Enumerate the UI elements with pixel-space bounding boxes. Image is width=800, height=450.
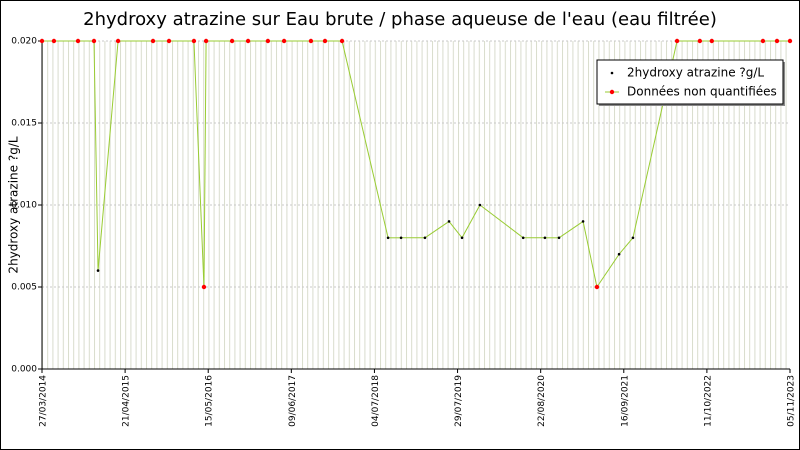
line-segment	[424, 220, 450, 239]
x-tick-label: 16/09/2021	[620, 375, 630, 427]
x-tick-label: 21/04/2015	[122, 375, 132, 427]
legend-marker	[609, 89, 615, 95]
point	[322, 38, 328, 44]
point	[631, 236, 635, 240]
x-tick-label: 22/08/2020	[537, 375, 547, 427]
y-tick-label: 0.005	[11, 283, 37, 293]
point	[399, 236, 403, 240]
point	[423, 236, 427, 240]
point	[594, 284, 600, 290]
line-segment	[341, 40, 389, 238]
line-segment	[193, 40, 205, 288]
line-segment	[448, 221, 463, 239]
x-tick-label: 04/07/2018	[371, 375, 381, 427]
line-segment	[479, 204, 524, 239]
line-segment	[582, 221, 598, 288]
point	[543, 236, 547, 240]
point	[115, 38, 121, 44]
point	[617, 252, 621, 256]
x-tick-label: 29/07/2019	[454, 375, 464, 427]
line-segment	[93, 40, 99, 271]
y-tick-label: 0.000	[11, 365, 37, 375]
point	[281, 38, 287, 44]
point	[709, 38, 714, 44]
y-tick-label: 0.010	[11, 201, 37, 211]
point	[460, 236, 464, 240]
line-segment	[203, 40, 207, 288]
point	[229, 38, 235, 44]
point	[201, 284, 207, 290]
point	[166, 38, 172, 44]
point	[557, 236, 561, 240]
point	[51, 38, 57, 44]
point	[339, 38, 345, 44]
point	[697, 38, 703, 44]
point	[447, 220, 451, 223]
point	[150, 38, 156, 44]
y-tick-label: 0.020	[11, 37, 37, 47]
point	[674, 38, 680, 44]
line-segment	[618, 237, 634, 255]
x-tick-label: 05/11/2023	[787, 375, 797, 427]
legend-label: 2hydroxy atrazine ?g/L	[627, 66, 764, 80]
x-tick-label: 27/03/2014	[39, 375, 49, 427]
line-segment	[461, 204, 481, 239]
chart-title: 2hydroxy atrazine sur Eau brute / phase …	[83, 9, 717, 30]
line-segment	[97, 40, 119, 271]
point	[265, 38, 271, 44]
point	[191, 38, 197, 44]
point	[774, 38, 780, 44]
legend-marker	[610, 71, 614, 75]
point	[521, 236, 525, 240]
point	[386, 236, 390, 240]
x-tick-label: 15/05/2016	[205, 375, 215, 427]
line-segment	[596, 253, 620, 288]
point	[75, 38, 81, 44]
point	[478, 203, 482, 207]
y-tick-label: 0.015	[11, 119, 37, 129]
point	[581, 220, 585, 223]
point	[308, 38, 314, 44]
legend-box	[596, 59, 784, 105]
legend-label: Données non quantifiées	[627, 85, 777, 99]
x-tick-label: 09/06/2017	[288, 375, 298, 427]
point	[91, 38, 97, 44]
point	[39, 38, 45, 44]
point	[96, 269, 100, 272]
point	[245, 38, 251, 44]
y-axis-label: 2hydroxy atrazine ?g/L	[7, 136, 21, 273]
x-tick-label: 11/10/2022	[703, 375, 713, 427]
point	[203, 38, 209, 44]
line-segment	[558, 220, 584, 239]
point	[787, 38, 793, 44]
point	[760, 38, 766, 44]
